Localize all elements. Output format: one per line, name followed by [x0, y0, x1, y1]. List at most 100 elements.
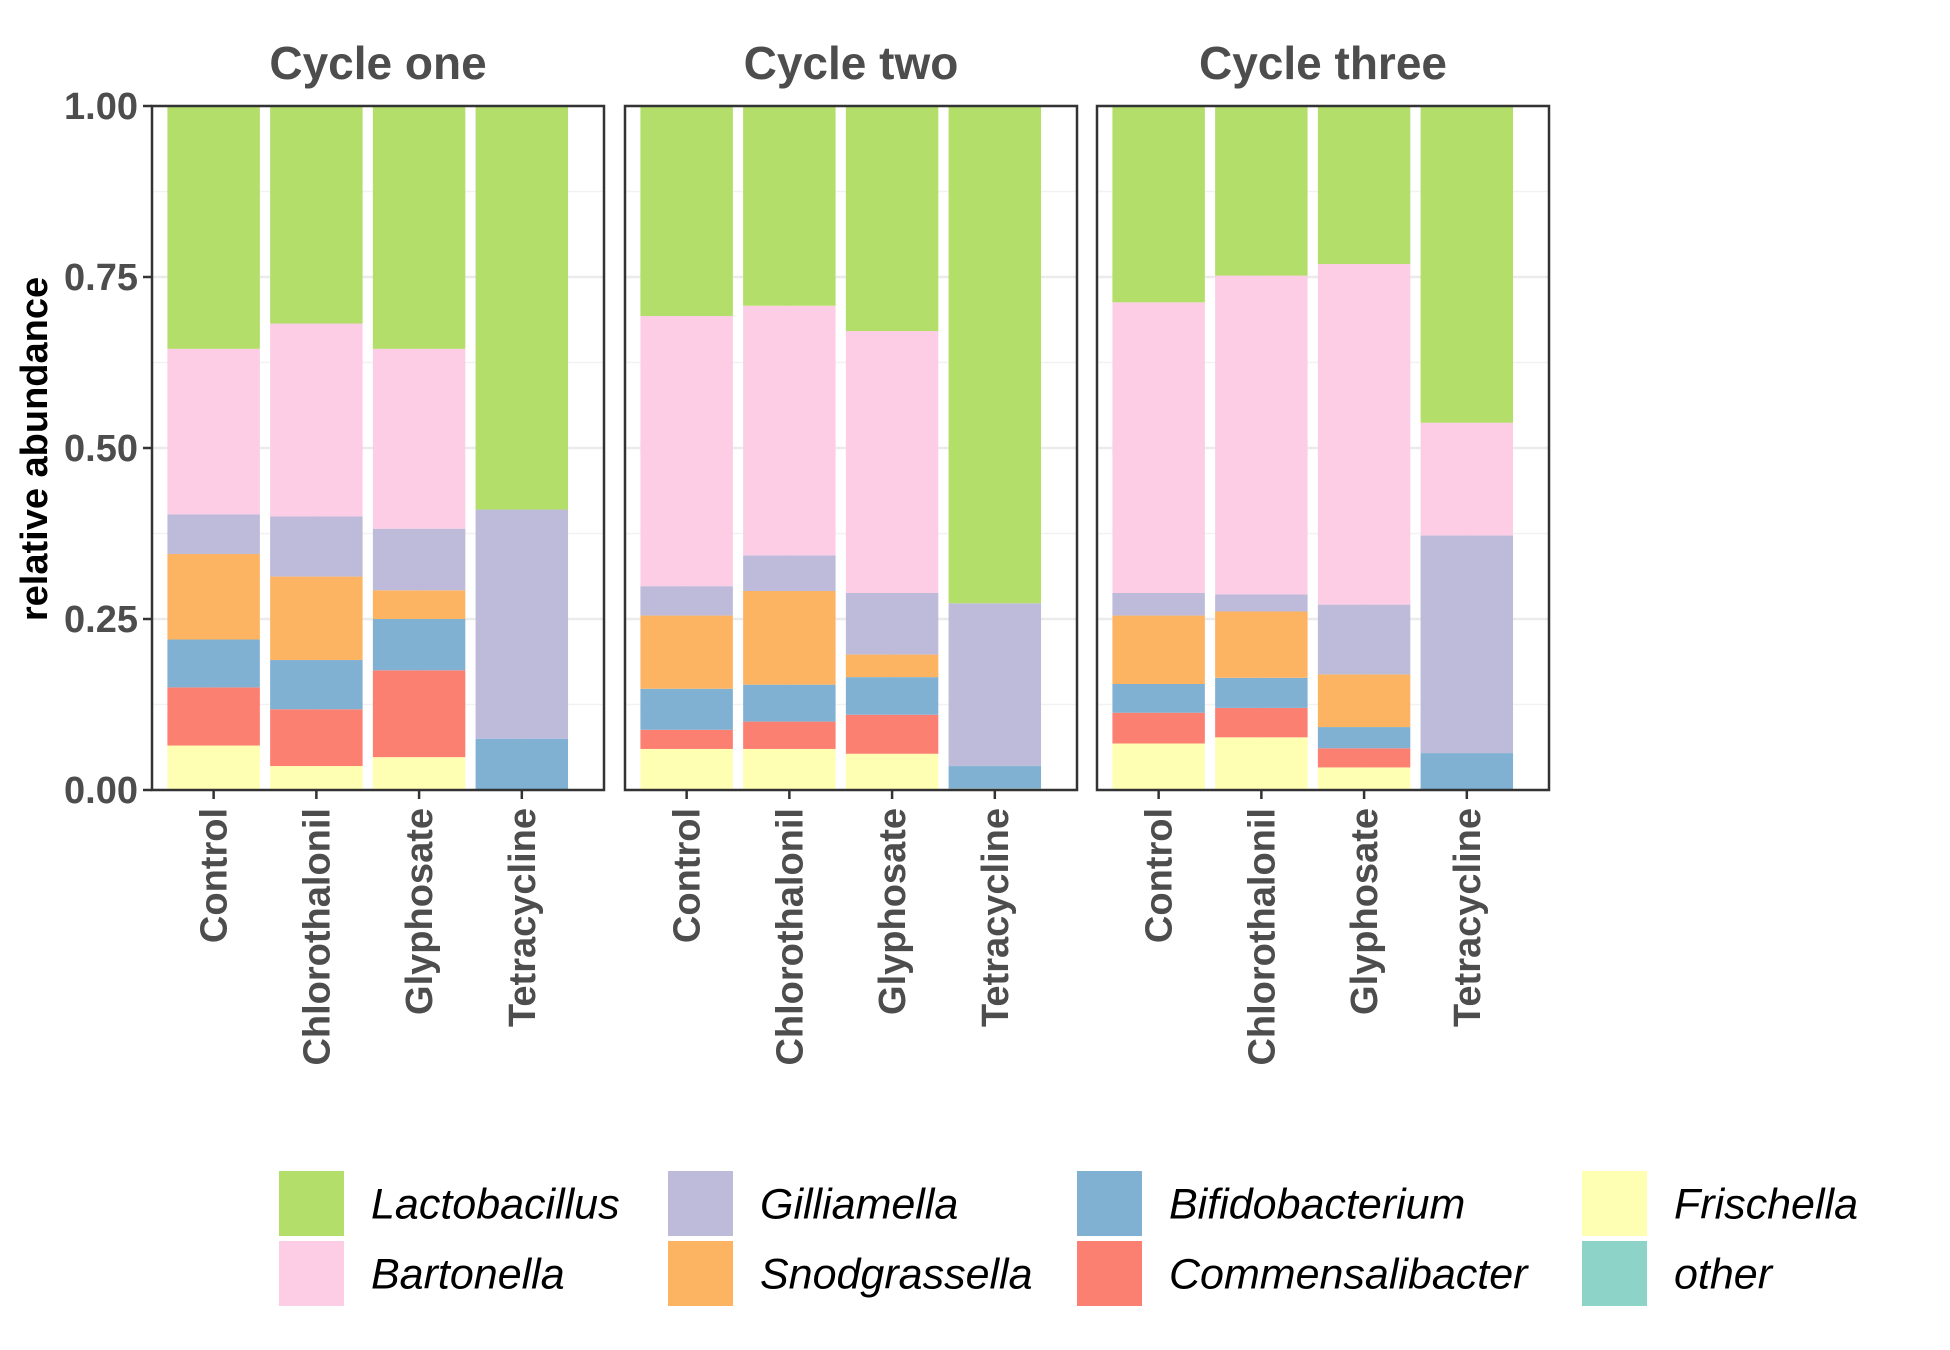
legend-label-commensalibacter: Commensalibacter	[1169, 1251, 1529, 1299]
bar-segment-gilliamella	[948, 603, 1042, 767]
bar-segment-bartonella	[1317, 264, 1411, 605]
y-axis-title: relative abundance	[14, 277, 56, 621]
bar-segment-commensalibacter	[372, 670, 466, 758]
legend-label-lactobacillus: Lactobacillus	[371, 1181, 620, 1229]
bar-segment-lactobacillus	[270, 106, 363, 324]
bar-segment-bartonella	[270, 323, 363, 517]
bar-segment-frischella	[640, 748, 733, 790]
bar-segment-gilliamella	[270, 516, 363, 577]
bar-segment-bartonella	[1420, 422, 1514, 536]
bar-segment-bifidobacterium	[948, 766, 1042, 789]
legend-label-bartonella: Bartonella	[371, 1251, 565, 1299]
legend: Lactobacillus Bartonella Gilliamella Snodgr…	[279, 1171, 1858, 1306]
bar-segment-lactobacillus	[167, 106, 260, 349]
bar-segment-snodgrassella	[640, 615, 733, 689]
bar-segment-lactobacillus	[1215, 106, 1308, 276]
bar-segment-bifidobacterium	[475, 738, 569, 790]
bar-segment-bifidobacterium	[845, 677, 939, 715]
bar-segment-commensalibacter	[167, 687, 260, 746]
x-tick-label: Control	[1139, 808, 1181, 943]
y-tick-label: 1.00	[64, 86, 138, 128]
bar-segment-snodgrassella	[1317, 674, 1411, 728]
bar-segment-lactobacillus	[845, 106, 939, 332]
bar-segment-frischella	[845, 753, 939, 790]
bar-segment-bifidobacterium	[1112, 683, 1205, 713]
legend-key-lactobacillus	[279, 1171, 344, 1236]
bar-segment-lactobacillus	[372, 106, 466, 349]
bar-segment-lactobacillus	[1317, 106, 1411, 265]
bar-segment-lactobacillus	[640, 106, 733, 316]
x-tick-label: Tetracycline	[975, 808, 1017, 1027]
bar-segment-frischella	[372, 757, 466, 790]
y-tick-label: 0.00	[64, 770, 138, 812]
bar-segment-gilliamella	[1215, 594, 1308, 612]
bar-segment-frischella	[1317, 767, 1411, 790]
bar-segment-frischella	[1215, 737, 1308, 790]
x-tick-label: Tetracycline	[1447, 808, 1489, 1027]
bar-segment-snodgrassella	[743, 590, 836, 685]
bar-segment-lactobacillus	[743, 106, 836, 306]
x-tick-label: Tetracycline	[502, 808, 544, 1027]
bar-segment-snodgrassella	[372, 590, 466, 619]
bar-segment-commensalibacter	[1317, 748, 1411, 768]
bar-segment-bifidobacterium	[1420, 753, 1514, 790]
bar-segment-commensalibacter	[743, 721, 836, 749]
bar-segment-gilliamella	[845, 593, 939, 655]
facet-title: Cycle one	[269, 37, 486, 89]
bar-segment-gilliamella	[743, 555, 836, 591]
x-tick-label: Chlorothalonil	[769, 808, 811, 1066]
panel-border	[150, 104, 606, 792]
bar-segment-snodgrassella	[1112, 615, 1205, 684]
bar-segment-frischella	[167, 745, 260, 790]
x-tick-label: Glyphosate	[1344, 808, 1386, 1015]
bar-segment-lactobacillus	[1112, 106, 1205, 303]
legend-key-bifidobacterium	[1077, 1171, 1142, 1236]
bar-segment-gilliamella	[1420, 535, 1514, 754]
bar-segment-commensalibacter	[1112, 712, 1205, 744]
labels-layer: relative abundance 0.00 0.25 0.50 0.75 1.00 C…	[14, 37, 1489, 1066]
bar-segment-frischella	[1112, 743, 1205, 790]
bar-segment-gilliamella	[640, 586, 733, 616]
bar-segment-bartonella	[167, 348, 260, 515]
panel-border	[623, 104, 1079, 792]
bar-segment-bifidobacterium	[640, 688, 733, 730]
bar-segment-gilliamella	[1317, 604, 1411, 675]
bar-segment-bifidobacterium	[743, 684, 836, 722]
bar-segment-bifidobacterium	[1317, 727, 1411, 749]
bar-segment-commensalibacter	[845, 714, 939, 754]
bar-segment-lactobacillus	[1420, 106, 1514, 423]
bar-segment-bartonella	[372, 348, 466, 529]
bar-segment-lactobacillus	[475, 106, 569, 510]
bar-segment-gilliamella	[1112, 593, 1205, 616]
bar-segment-bartonella	[845, 331, 939, 594]
bar-segment-frischella	[743, 748, 836, 790]
bar-segment-bifidobacterium	[372, 619, 466, 671]
bar-segment-gilliamella	[372, 528, 466, 591]
legend-key-bartonella	[279, 1241, 344, 1306]
bar-segment-bifidobacterium	[270, 660, 363, 710]
bar-segment-gilliamella	[167, 514, 260, 555]
bar-segment-snodgrassella	[845, 654, 939, 678]
bar-segment-bifidobacterium	[1215, 677, 1308, 708]
bar-segment-bartonella	[1215, 275, 1308, 595]
bar-segment-frischella	[270, 766, 363, 790]
legend-key-commensalibacter	[1077, 1241, 1142, 1306]
bar-segment-snodgrassella	[1215, 611, 1308, 678]
bar-segment-commensalibacter	[1215, 707, 1308, 738]
legend-label-other: other	[1674, 1251, 1774, 1299]
y-tick-label: 0.75	[64, 257, 138, 299]
bar-segment-bifidobacterium	[167, 639, 260, 688]
frame-layer	[143, 104, 1551, 799]
legend-label-frischella: Frischella	[1674, 1181, 1858, 1229]
bar-segment-bartonella	[1112, 302, 1205, 594]
legend-key-gilliamella	[668, 1171, 733, 1236]
bar-segment-bartonella	[640, 315, 733, 587]
bar-segment-commensalibacter	[640, 729, 733, 749]
bar-segment-bartonella	[743, 305, 836, 556]
x-tick-label: Glyphosate	[872, 808, 914, 1015]
facet-title: Cycle two	[744, 37, 959, 89]
x-tick-label: Chlorothalonil	[296, 808, 338, 1066]
bar-segment-snodgrassella	[167, 554, 260, 640]
bar-segment-lactobacillus	[948, 106, 1042, 604]
